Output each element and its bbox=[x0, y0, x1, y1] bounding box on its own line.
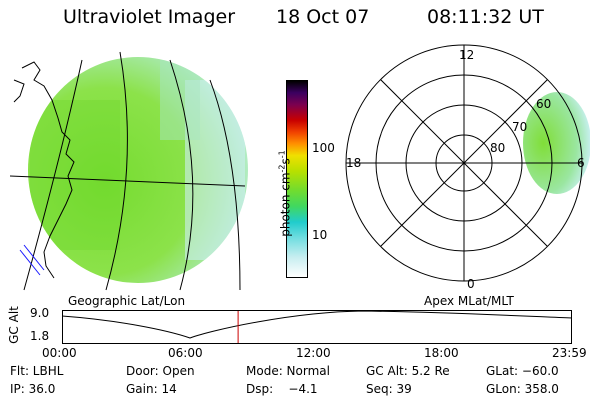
mlt-label-0: 0 bbox=[467, 277, 475, 291]
param-gain: Gain: 14 bbox=[126, 382, 177, 396]
param-glat: GLat: −60.0 bbox=[486, 364, 559, 378]
blue-line bbox=[19, 249, 41, 276]
time-tick-1800: 18:00 bbox=[424, 346, 459, 360]
altitude-axis-label: GC Alt bbox=[7, 306, 21, 344]
polar-plot: 12 18 6 0 60 70 80 bbox=[345, 44, 590, 291]
instrument-title: Ultraviolet Imager bbox=[63, 6, 236, 28]
param-glon: GLon: 358.0 bbox=[486, 382, 559, 396]
time-tick-1200: 12:00 bbox=[296, 346, 331, 360]
colorbar-unit-label: photon cm-2s-1 bbox=[277, 150, 293, 237]
time-tick-0600: 06:00 bbox=[168, 346, 203, 360]
altitude-tick-low: 1.8 bbox=[30, 329, 50, 343]
mlt-label-6: 6 bbox=[577, 156, 585, 170]
coastline bbox=[21, 61, 75, 279]
colorbar-tick-100: 100 bbox=[312, 141, 335, 155]
latitude-line bbox=[10, 175, 246, 187]
date-label: 18 Oct 07 bbox=[276, 6, 370, 28]
mlt-label-12: 12 bbox=[459, 48, 474, 62]
left-panel-caption: Geographic Lat/Lon bbox=[68, 294, 186, 308]
meridian-line bbox=[209, 79, 241, 291]
meridian-line bbox=[105, 51, 128, 291]
timeline-frame bbox=[62, 310, 572, 344]
param-door: Door: Open bbox=[126, 364, 195, 378]
lat-label-80: 80 bbox=[490, 141, 505, 155]
coastline-fragment bbox=[13, 79, 25, 103]
altitude-tick-high: 9.0 bbox=[30, 306, 50, 320]
colorbar bbox=[286, 80, 308, 278]
param-dsp: Dsp: −4.1 bbox=[246, 382, 318, 396]
lat-label-60: 60 bbox=[536, 97, 551, 111]
param-mode: Mode: Normal bbox=[246, 364, 330, 378]
altitude-curve bbox=[62, 310, 572, 339]
param-filter: Flt: LBHL bbox=[10, 364, 64, 378]
right-panel-caption: Apex MLat/MLT bbox=[424, 294, 514, 308]
meridian-line bbox=[23, 59, 83, 291]
colorbar-tick-10: 10 bbox=[312, 228, 328, 242]
meridian-line bbox=[169, 59, 194, 291]
polar-grid bbox=[345, 44, 583, 282]
blue-line bbox=[23, 244, 45, 271]
time-label: 08:11:32 UT bbox=[427, 6, 544, 28]
lat-label-70: 70 bbox=[512, 120, 527, 134]
time-tick-0000: 00:00 bbox=[42, 346, 77, 360]
param-ip: IP: 36.0 bbox=[10, 382, 56, 396]
param-gc-alt: GC Alt: 5.2 Re bbox=[366, 364, 450, 378]
param-seq: Seq: 39 bbox=[366, 382, 412, 396]
geographic-image bbox=[10, 51, 248, 291]
time-tick-2359: 23:59 bbox=[552, 346, 587, 360]
altitude-timeline bbox=[62, 310, 572, 344]
mlt-label-18: 18 bbox=[346, 156, 361, 170]
